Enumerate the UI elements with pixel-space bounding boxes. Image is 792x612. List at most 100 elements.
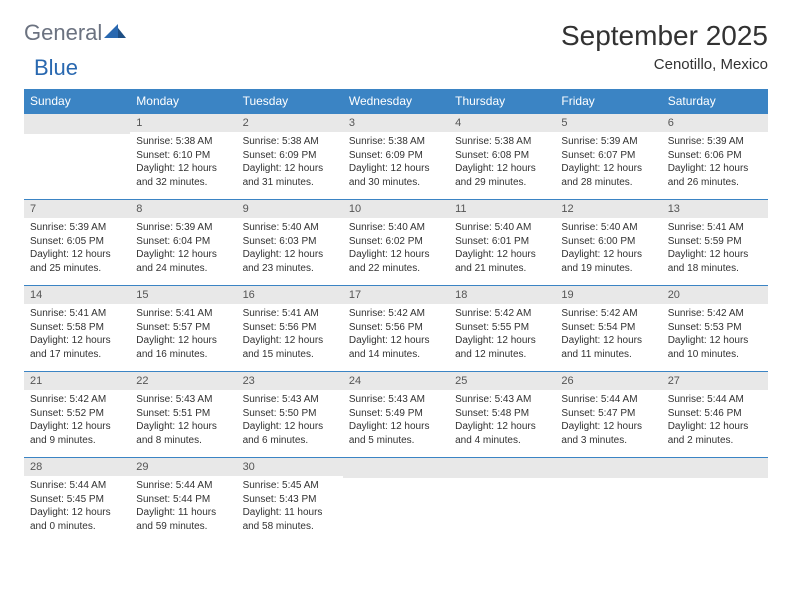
day-number: 19 bbox=[555, 286, 661, 304]
day-number: 6 bbox=[662, 114, 768, 132]
sunset-text: Sunset: 6:01 PM bbox=[455, 235, 549, 249]
day-cell bbox=[449, 458, 555, 544]
daylight-text: Daylight: 12 hours and 6 minutes. bbox=[243, 420, 337, 447]
sunrise-text: Sunrise: 5:40 AM bbox=[349, 221, 443, 235]
logo-triangle-icon bbox=[104, 22, 126, 45]
day-cell: 1Sunrise: 5:38 AMSunset: 6:10 PMDaylight… bbox=[130, 114, 236, 200]
daylight-text: Daylight: 12 hours and 18 minutes. bbox=[668, 248, 762, 275]
sunrise-text: Sunrise: 5:42 AM bbox=[668, 307, 762, 321]
day-details: Sunrise: 5:44 AMSunset: 5:46 PMDaylight:… bbox=[662, 390, 768, 451]
day-number: 25 bbox=[449, 372, 555, 390]
sunset-text: Sunset: 6:07 PM bbox=[561, 149, 655, 163]
day-cell: 29Sunrise: 5:44 AMSunset: 5:44 PMDayligh… bbox=[130, 458, 236, 544]
day-number bbox=[662, 458, 768, 478]
sunrise-text: Sunrise: 5:39 AM bbox=[136, 221, 230, 235]
sunset-text: Sunset: 6:08 PM bbox=[455, 149, 549, 163]
day-cell: 13Sunrise: 5:41 AMSunset: 5:59 PMDayligh… bbox=[662, 200, 768, 286]
daylight-text: Daylight: 12 hours and 15 minutes. bbox=[243, 334, 337, 361]
day-number: 29 bbox=[130, 458, 236, 476]
sunset-text: Sunset: 5:50 PM bbox=[243, 407, 337, 421]
sunrise-text: Sunrise: 5:40 AM bbox=[455, 221, 549, 235]
month-title: September 2025 bbox=[561, 20, 768, 52]
day-details: Sunrise: 5:39 AMSunset: 6:06 PMDaylight:… bbox=[662, 132, 768, 193]
day-cell: 12Sunrise: 5:40 AMSunset: 6:00 PMDayligh… bbox=[555, 200, 661, 286]
daylight-text: Daylight: 12 hours and 28 minutes. bbox=[561, 162, 655, 189]
sunset-text: Sunset: 5:55 PM bbox=[455, 321, 549, 335]
day-number: 3 bbox=[343, 114, 449, 132]
day-details: Sunrise: 5:43 AMSunset: 5:50 PMDaylight:… bbox=[237, 390, 343, 451]
day-cell: 24Sunrise: 5:43 AMSunset: 5:49 PMDayligh… bbox=[343, 372, 449, 458]
sunrise-text: Sunrise: 5:41 AM bbox=[30, 307, 124, 321]
day-number: 27 bbox=[662, 372, 768, 390]
sunrise-text: Sunrise: 5:45 AM bbox=[243, 479, 337, 493]
sunset-text: Sunset: 5:51 PM bbox=[136, 407, 230, 421]
sunrise-text: Sunrise: 5:41 AM bbox=[136, 307, 230, 321]
sunrise-text: Sunrise: 5:41 AM bbox=[243, 307, 337, 321]
day-details: Sunrise: 5:38 AMSunset: 6:09 PMDaylight:… bbox=[237, 132, 343, 193]
daylight-text: Daylight: 12 hours and 16 minutes. bbox=[136, 334, 230, 361]
daylight-text: Daylight: 12 hours and 10 minutes. bbox=[668, 334, 762, 361]
day-number: 14 bbox=[24, 286, 130, 304]
daylight-text: Daylight: 12 hours and 8 minutes. bbox=[136, 420, 230, 447]
daylight-text: Daylight: 12 hours and 32 minutes. bbox=[136, 162, 230, 189]
day-number: 17 bbox=[343, 286, 449, 304]
day-details: Sunrise: 5:44 AMSunset: 5:45 PMDaylight:… bbox=[24, 476, 130, 537]
day-cell: 10Sunrise: 5:40 AMSunset: 6:02 PMDayligh… bbox=[343, 200, 449, 286]
week-row: 1Sunrise: 5:38 AMSunset: 6:10 PMDaylight… bbox=[24, 114, 768, 200]
day-details: Sunrise: 5:44 AMSunset: 5:47 PMDaylight:… bbox=[555, 390, 661, 451]
day-details: Sunrise: 5:40 AMSunset: 6:00 PMDaylight:… bbox=[555, 218, 661, 279]
daylight-text: Daylight: 12 hours and 29 minutes. bbox=[455, 162, 549, 189]
sunrise-text: Sunrise: 5:44 AM bbox=[561, 393, 655, 407]
day-cell: 25Sunrise: 5:43 AMSunset: 5:48 PMDayligh… bbox=[449, 372, 555, 458]
sunset-text: Sunset: 6:03 PM bbox=[243, 235, 337, 249]
day-details: Sunrise: 5:45 AMSunset: 5:43 PMDaylight:… bbox=[237, 476, 343, 537]
daylight-text: Daylight: 12 hours and 19 minutes. bbox=[561, 248, 655, 275]
sunrise-text: Sunrise: 5:44 AM bbox=[668, 393, 762, 407]
sunrise-text: Sunrise: 5:38 AM bbox=[136, 135, 230, 149]
day-number: 24 bbox=[343, 372, 449, 390]
sunset-text: Sunset: 5:53 PM bbox=[668, 321, 762, 335]
sunrise-text: Sunrise: 5:43 AM bbox=[455, 393, 549, 407]
sunset-text: Sunset: 5:47 PM bbox=[561, 407, 655, 421]
col-monday: Monday bbox=[130, 89, 236, 114]
sunrise-text: Sunrise: 5:44 AM bbox=[136, 479, 230, 493]
daylight-text: Daylight: 12 hours and 14 minutes. bbox=[349, 334, 443, 361]
calendar-table: Sunday Monday Tuesday Wednesday Thursday… bbox=[24, 89, 768, 544]
sunset-text: Sunset: 5:44 PM bbox=[136, 493, 230, 507]
day-cell: 26Sunrise: 5:44 AMSunset: 5:47 PMDayligh… bbox=[555, 372, 661, 458]
week-row: 28Sunrise: 5:44 AMSunset: 5:45 PMDayligh… bbox=[24, 458, 768, 544]
col-thursday: Thursday bbox=[449, 89, 555, 114]
day-details: Sunrise: 5:41 AMSunset: 5:57 PMDaylight:… bbox=[130, 304, 236, 365]
day-number: 10 bbox=[343, 200, 449, 218]
sunset-text: Sunset: 6:10 PM bbox=[136, 149, 230, 163]
sunset-text: Sunset: 6:02 PM bbox=[349, 235, 443, 249]
sunrise-text: Sunrise: 5:38 AM bbox=[243, 135, 337, 149]
sunset-text: Sunset: 5:57 PM bbox=[136, 321, 230, 335]
sunrise-text: Sunrise: 5:42 AM bbox=[455, 307, 549, 321]
day-details: Sunrise: 5:41 AMSunset: 5:58 PMDaylight:… bbox=[24, 304, 130, 365]
sunset-text: Sunset: 6:06 PM bbox=[668, 149, 762, 163]
daylight-text: Daylight: 12 hours and 12 minutes. bbox=[455, 334, 549, 361]
day-number: 30 bbox=[237, 458, 343, 476]
day-details: Sunrise: 5:40 AMSunset: 6:03 PMDaylight:… bbox=[237, 218, 343, 279]
sunset-text: Sunset: 6:04 PM bbox=[136, 235, 230, 249]
day-number: 12 bbox=[555, 200, 661, 218]
col-wednesday: Wednesday bbox=[343, 89, 449, 114]
day-cell: 16Sunrise: 5:41 AMSunset: 5:56 PMDayligh… bbox=[237, 286, 343, 372]
sunset-text: Sunset: 5:46 PM bbox=[668, 407, 762, 421]
day-cell: 27Sunrise: 5:44 AMSunset: 5:46 PMDayligh… bbox=[662, 372, 768, 458]
day-cell: 14Sunrise: 5:41 AMSunset: 5:58 PMDayligh… bbox=[24, 286, 130, 372]
day-details: Sunrise: 5:43 AMSunset: 5:48 PMDaylight:… bbox=[449, 390, 555, 451]
day-details: Sunrise: 5:42 AMSunset: 5:53 PMDaylight:… bbox=[662, 304, 768, 365]
day-number: 23 bbox=[237, 372, 343, 390]
day-cell: 3Sunrise: 5:38 AMSunset: 6:09 PMDaylight… bbox=[343, 114, 449, 200]
day-number: 15 bbox=[130, 286, 236, 304]
day-cell: 6Sunrise: 5:39 AMSunset: 6:06 PMDaylight… bbox=[662, 114, 768, 200]
calendar-page: General September 2025 Cenotillo, Mexico… bbox=[0, 0, 792, 564]
day-details: Sunrise: 5:44 AMSunset: 5:44 PMDaylight:… bbox=[130, 476, 236, 537]
day-cell: 9Sunrise: 5:40 AMSunset: 6:03 PMDaylight… bbox=[237, 200, 343, 286]
day-cell: 28Sunrise: 5:44 AMSunset: 5:45 PMDayligh… bbox=[24, 458, 130, 544]
col-sunday: Sunday bbox=[24, 89, 130, 114]
sunrise-text: Sunrise: 5:40 AM bbox=[561, 221, 655, 235]
day-cell: 20Sunrise: 5:42 AMSunset: 5:53 PMDayligh… bbox=[662, 286, 768, 372]
